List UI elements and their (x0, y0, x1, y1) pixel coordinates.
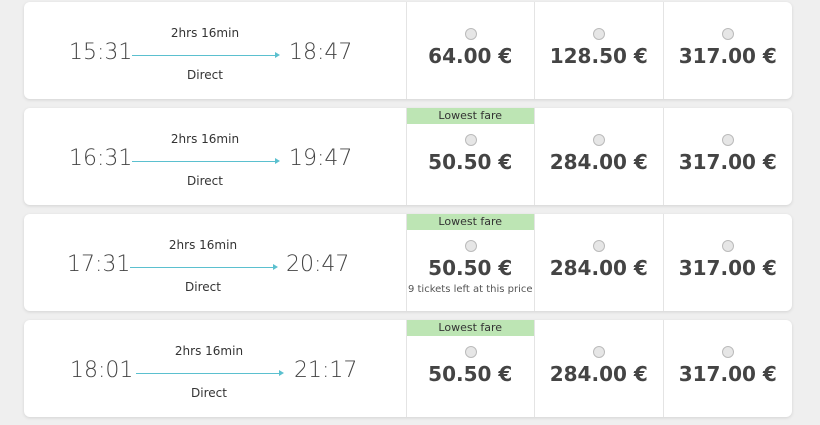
stops: Direct (185, 280, 221, 294)
arrow-icon (136, 370, 284, 376)
journey-info: 17:31 2hrs 16min Direct 20:47 (24, 214, 406, 311)
fare-option[interactable]: Lowest fare 50.50 € (405, 320, 534, 417)
fare-option[interactable]: 317.00 € (662, 320, 793, 417)
departure-time: 16:31 (69, 146, 133, 171)
journey-row: 15:31 2hrs 16min Direct 18:47 64.00 € 12… (24, 2, 792, 99)
arrival-time: 21:17 (294, 358, 358, 383)
departure-time: 18:01 (70, 358, 134, 383)
fare-radio[interactable] (593, 240, 605, 252)
stops: Direct (187, 174, 223, 188)
fare-price: 284.00 € (549, 150, 648, 174)
fare-option[interactable]: Lowest fare 50.50 € (405, 108, 534, 205)
arrow-icon (132, 52, 280, 58)
departure-time: 15:31 (69, 40, 133, 65)
fare-price: 284.00 € (549, 256, 648, 280)
fare-price: 317.00 € (678, 256, 777, 280)
departure-time: 17:31 (67, 252, 131, 277)
fare-radio[interactable] (721, 134, 734, 146)
fare-option[interactable]: 284.00 € (534, 108, 663, 205)
stops: Direct (191, 386, 227, 400)
lowest-fare-badge: Lowest fare (406, 214, 534, 230)
fare-option[interactable]: 317.00 € (662, 214, 793, 311)
arrow-icon (130, 264, 278, 270)
fare-price: 317.00 € (678, 44, 777, 68)
duration: 2hrs 16min (170, 132, 240, 146)
fare-option[interactable]: 128.50 € (534, 2, 663, 99)
arrival-time: 19:47 (289, 146, 353, 171)
fare-option[interactable]: Lowest fare 50.50 € 9 tickets left at th… (405, 214, 534, 311)
journey-info: 18:01 2hrs 16min Direct 21:17 (24, 320, 406, 417)
duration: 2hrs 16min (170, 26, 240, 40)
journey-row: 18:01 2hrs 16min Direct 21:17 Lowest far… (24, 320, 792, 417)
fare-radio[interactable] (721, 346, 734, 358)
fare-price: 50.50 € (428, 150, 513, 174)
fare-option[interactable]: 317.00 € (662, 2, 793, 99)
fare-radio[interactable] (464, 346, 477, 358)
journey-info: 15:31 2hrs 16min Direct 18:47 (24, 2, 406, 99)
journey-info: 16:31 2hrs 16min Direct 19:47 (24, 108, 406, 205)
fare-option[interactable]: 284.00 € (534, 214, 663, 311)
fare-option[interactable]: 284.00 € (534, 320, 663, 417)
fare-option[interactable]: 64.00 € (405, 2, 535, 99)
duration: 2hrs 16min (174, 344, 244, 358)
fare-radio[interactable] (721, 240, 734, 252)
fare-radio[interactable] (593, 134, 605, 146)
fare-radio[interactable] (464, 240, 477, 252)
fare-radio[interactable] (464, 134, 477, 146)
fare-radio[interactable] (721, 28, 734, 40)
fare-radio[interactable] (593, 28, 605, 40)
journey-row: 16:31 2hrs 16min Direct 19:47 Lowest far… (24, 108, 792, 205)
stops: Direct (187, 68, 223, 82)
fare-radio[interactable] (593, 346, 605, 358)
fare-price: 284.00 € (549, 362, 648, 386)
fare-price: 128.50 € (549, 44, 648, 68)
fare-price: 317.00 € (678, 150, 777, 174)
fare-option[interactable]: 317.00 € (662, 108, 793, 205)
tickets-left-note: 9 tickets left at this price (407, 284, 533, 295)
arrival-time: 20:47 (286, 252, 350, 277)
fare-radio[interactable] (464, 28, 477, 40)
lowest-fare-badge: Lowest fare (406, 108, 534, 124)
arrow-icon (132, 158, 280, 164)
fare-price: 50.50 € (428, 362, 513, 386)
journey-row: 17:31 2hrs 16min Direct 20:47 Lowest far… (24, 214, 792, 311)
lowest-fare-badge: Lowest fare (406, 320, 534, 336)
duration: 2hrs 16min (168, 238, 238, 252)
fare-price: 50.50 € (428, 256, 513, 280)
fare-price: 64.00 € (428, 44, 513, 68)
arrival-time: 18:47 (289, 40, 353, 65)
fare-price: 317.00 € (678, 362, 777, 386)
